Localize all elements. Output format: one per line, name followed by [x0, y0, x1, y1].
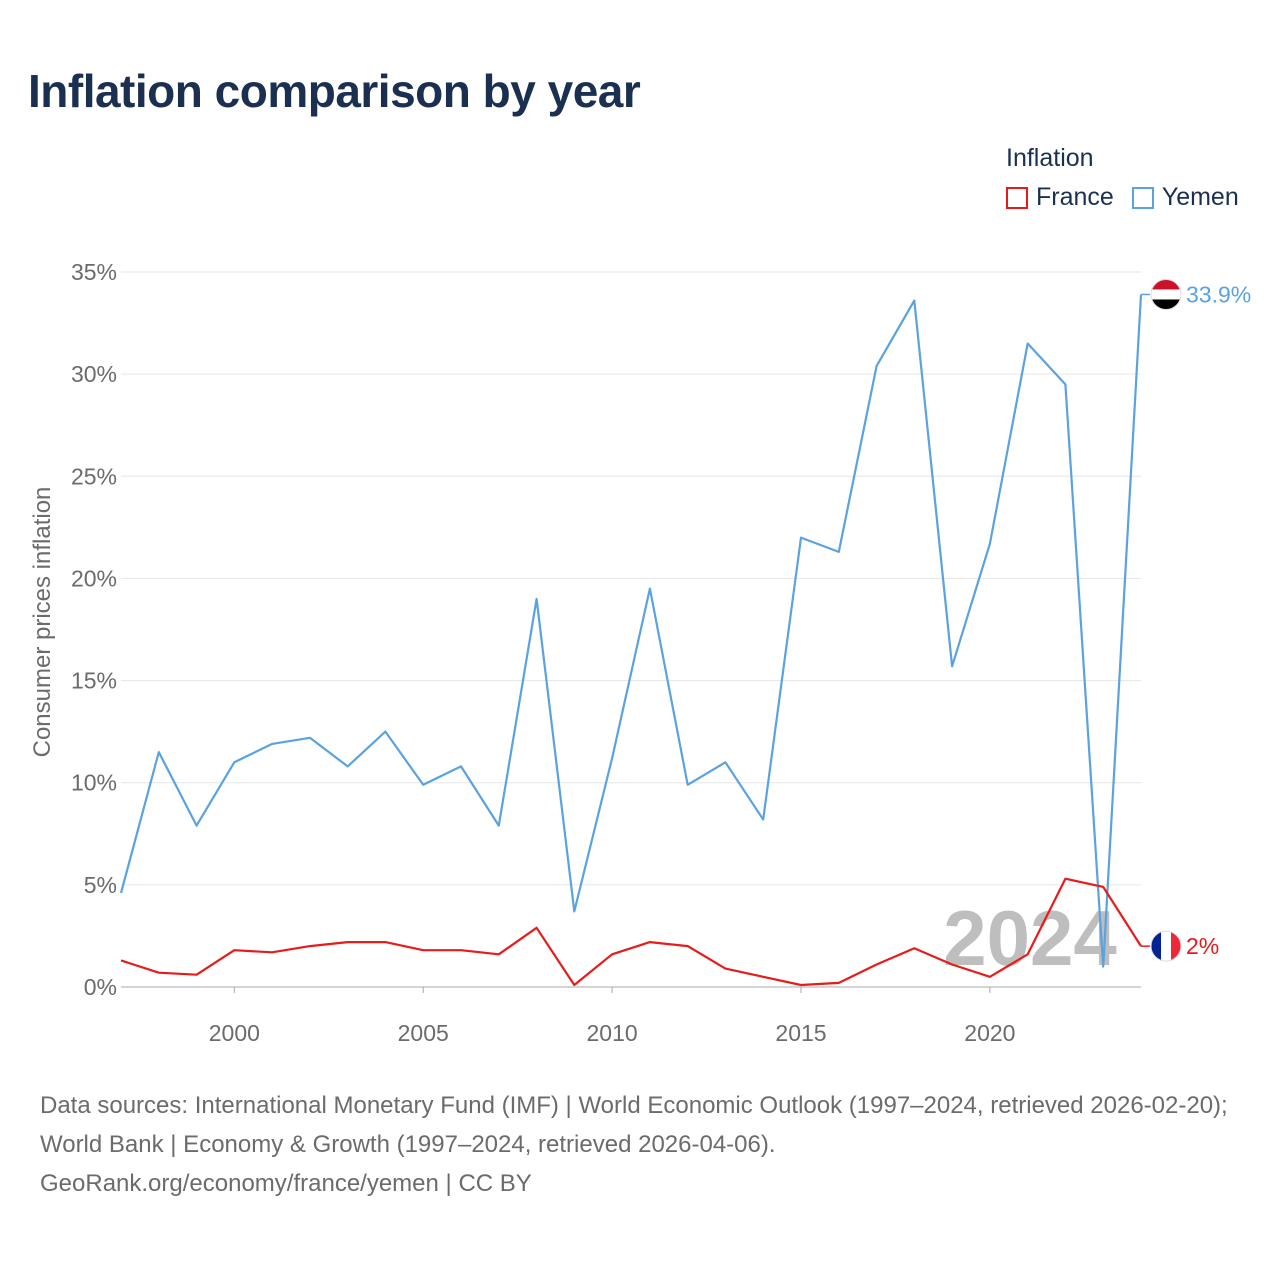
flag-yemen-icon: [1150, 278, 1182, 310]
source-text: Data sources: International Monetary Fun…: [40, 1092, 1228, 1158]
legend: Inflation France Yemen: [1006, 144, 1239, 212]
y-tick-label: 10%: [71, 770, 117, 796]
flag-yemen-red: [1151, 279, 1181, 290]
legend-title: Inflation: [1006, 144, 1094, 172]
legend-swatch-france: [1006, 186, 1028, 209]
end-label-yemen: 33.9%: [1186, 281, 1251, 307]
y-tick-label: 0%: [84, 974, 117, 1000]
flag-france-icon: [1150, 930, 1182, 962]
x-tick-label: 2000: [209, 1020, 260, 1046]
flag-france-white: [1161, 931, 1171, 962]
flag-france-blue: [1151, 931, 1161, 962]
y-tick-label: 15%: [71, 668, 117, 694]
legend-label-yemen: Yemen: [1161, 183, 1239, 211]
x-tick-label: 2020: [964, 1020, 1015, 1046]
legend-item-france[interactable]: France: [1006, 183, 1114, 212]
source-attribution: GeoRank.org/economy/france/yemen | CC BY: [40, 1170, 532, 1197]
x-tick-label: 2005: [398, 1020, 449, 1046]
legend-item-yemen[interactable]: Yemen: [1131, 183, 1239, 212]
x-tick-label: 2010: [587, 1020, 638, 1046]
source-note: Data sources: International Monetary Fun…: [40, 1086, 1250, 1203]
y-axis-title: Consumer prices inflation: [29, 487, 56, 758]
y-tick-label: 30%: [71, 361, 117, 387]
x-tick-label: 2015: [775, 1020, 826, 1046]
y-tick-label: 20%: [71, 565, 117, 591]
legend-items: France Yemen: [1006, 183, 1239, 212]
series-line-france: [120, 877, 1142, 987]
flag-france-red: [1171, 931, 1181, 962]
series-line-yemen: [119, 294, 1143, 968]
legend-label-france: France: [1036, 183, 1114, 211]
end-label-france: 2%: [1186, 933, 1219, 959]
y-tick-label: 35%: [71, 259, 117, 285]
y-tick-label: 25%: [71, 463, 117, 489]
flag-yemen-black: [1151, 299, 1181, 310]
line-chart: 0% 5% 10% 15% 20% 25% 30% 35% 2000 2005 2010 2015 20…: [29, 259, 1251, 1046]
chart-title: Inflation comparison by year: [28, 65, 641, 117]
legend-swatch-yemen: [1131, 186, 1154, 209]
flag-yemen-white: [1151, 289, 1181, 300]
year-watermark: 2024: [943, 894, 1117, 982]
y-tick-label: 5%: [84, 872, 117, 898]
